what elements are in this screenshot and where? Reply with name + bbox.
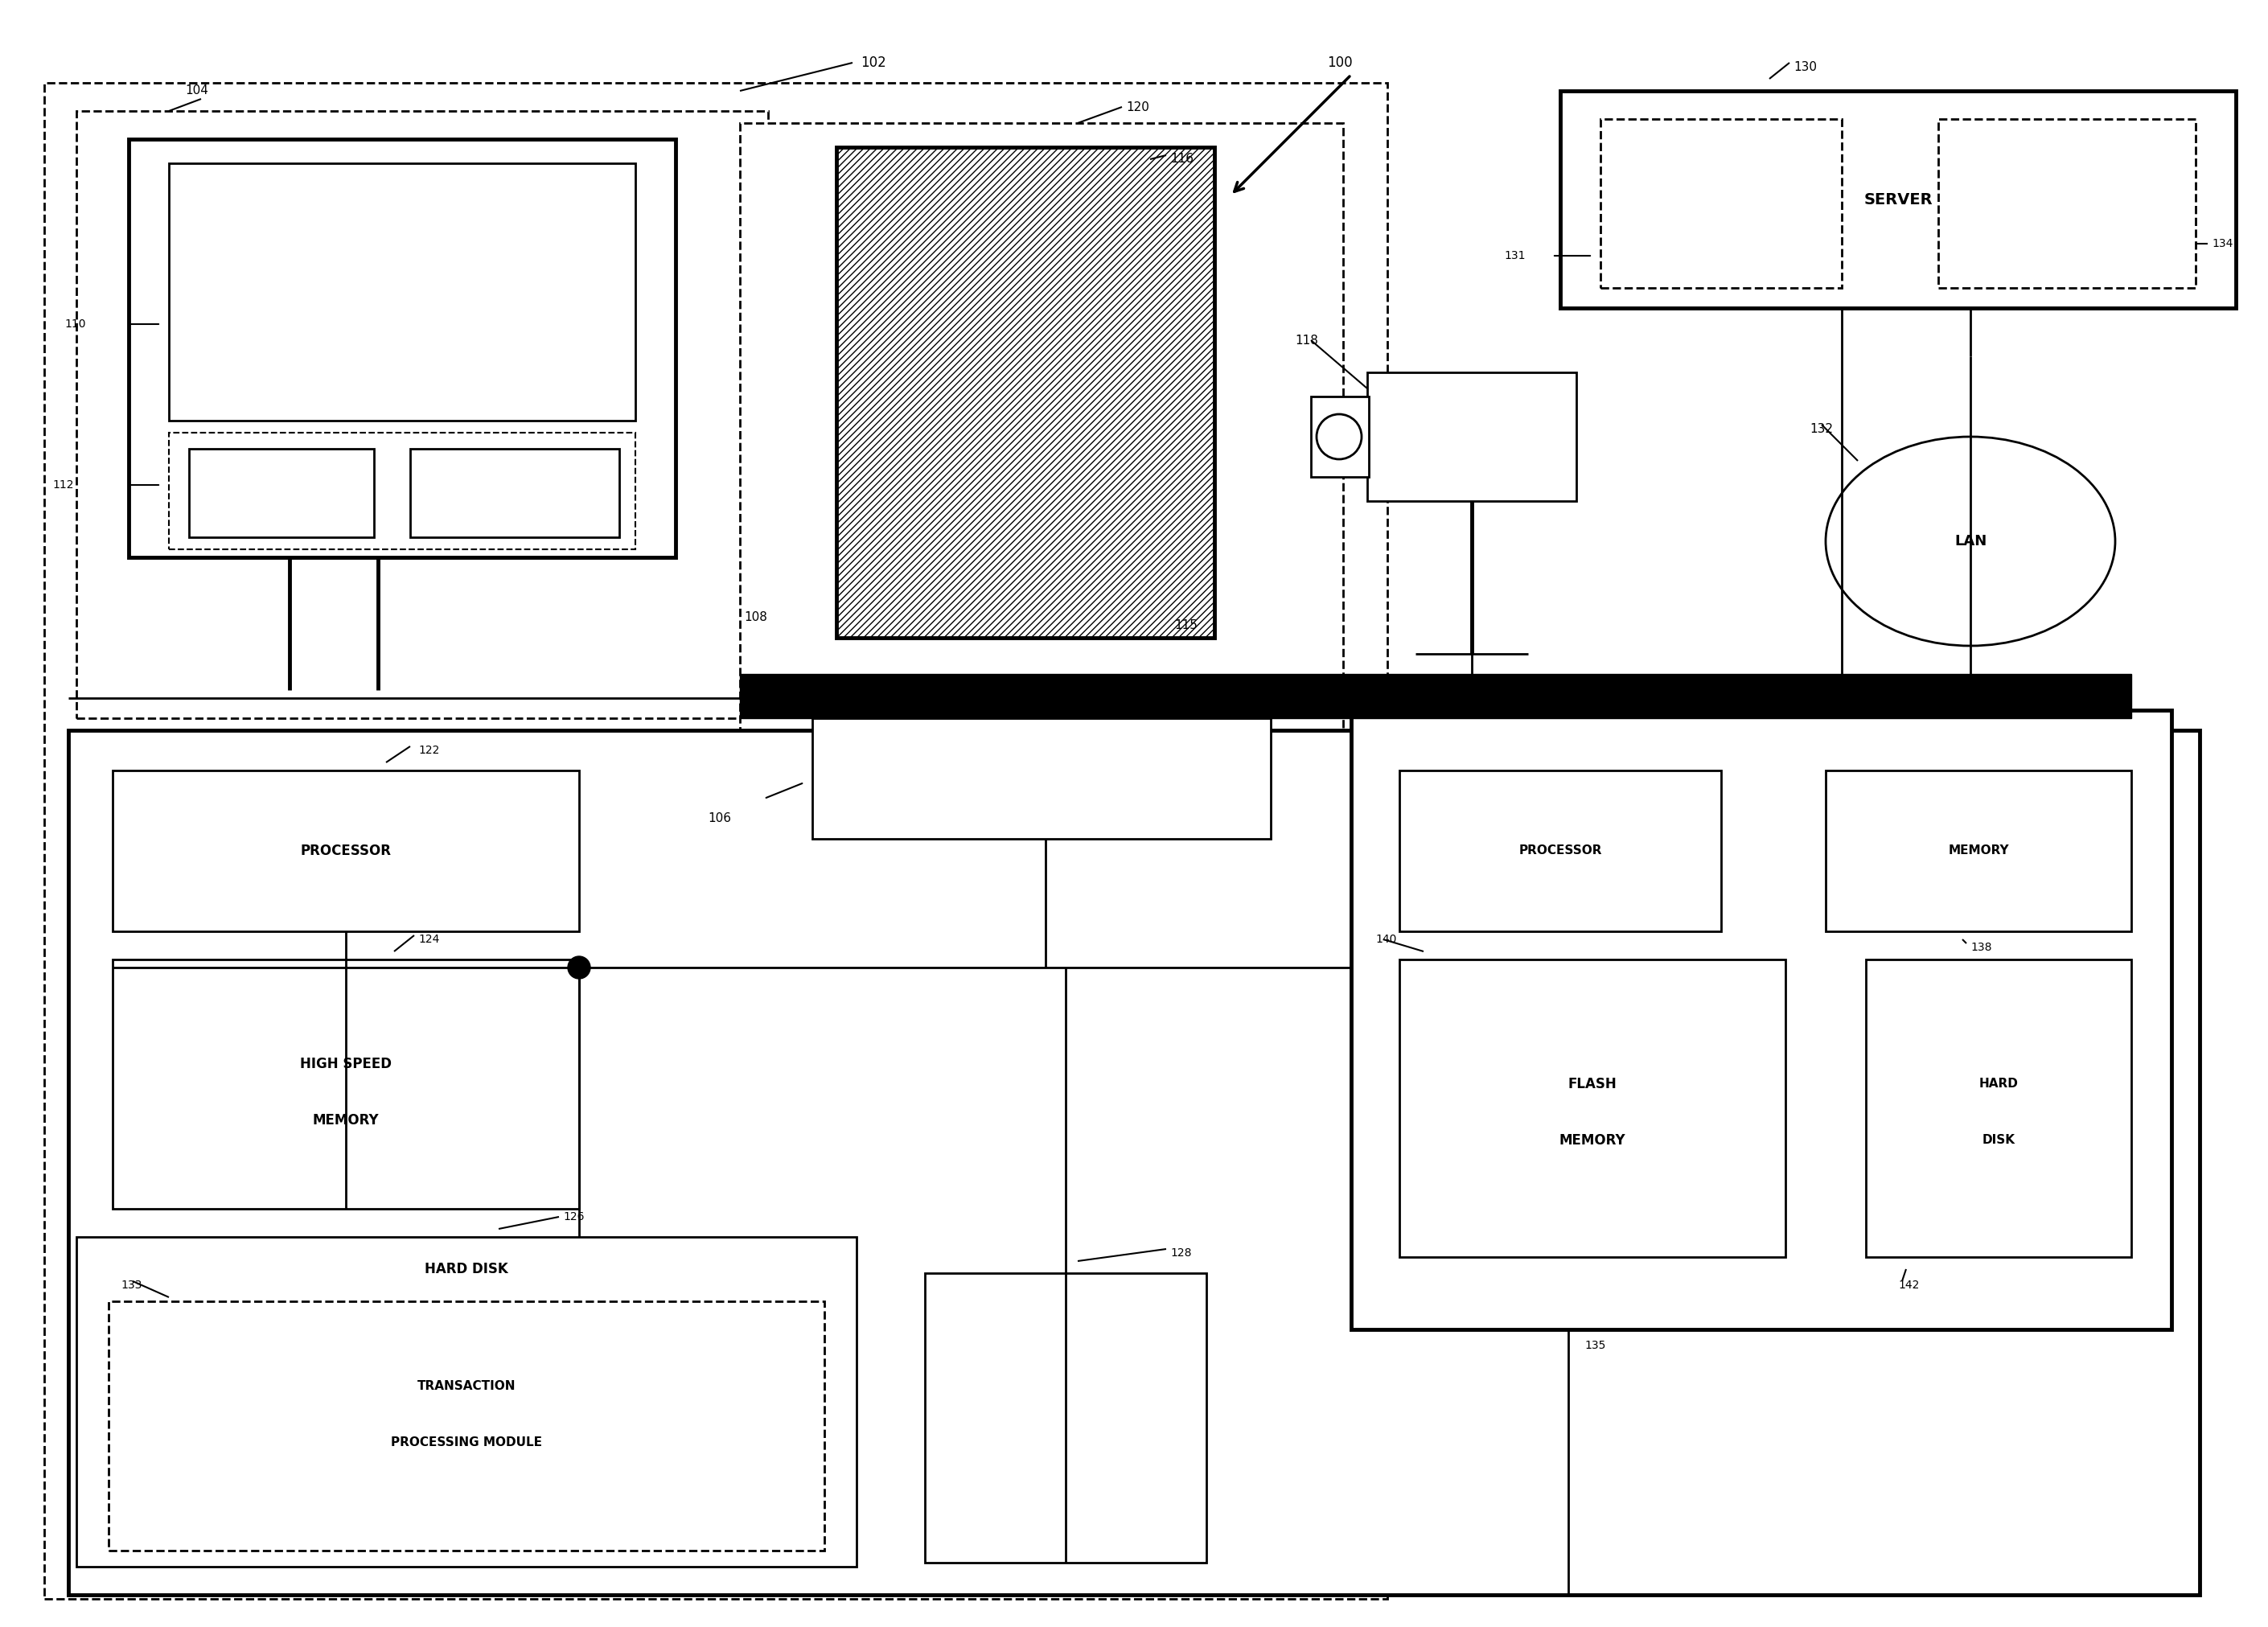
Bar: [1352, 709, 2170, 1329]
Text: 108: 108: [744, 612, 767, 623]
Text: DISK: DISK: [1982, 1134, 2014, 1147]
Text: MEMORY: MEMORY: [1558, 1132, 1626, 1147]
Bar: [129, 140, 676, 558]
Text: 128: 128: [1170, 1248, 1191, 1259]
Text: HARD: HARD: [1980, 1079, 2019, 1090]
Text: 110: 110: [64, 319, 86, 330]
Text: 118: 118: [1295, 334, 1318, 347]
Text: 130: 130: [1794, 60, 1817, 73]
Text: MEMORY: MEMORY: [313, 1113, 379, 1128]
Bar: [1939, 119, 2195, 288]
Bar: [168, 163, 635, 421]
Text: 131: 131: [1504, 251, 1526, 262]
Bar: [77, 1237, 857, 1567]
Bar: [837, 146, 1213, 638]
Text: MEMORY: MEMORY: [1948, 844, 2009, 857]
Text: 106: 106: [708, 814, 730, 825]
Bar: [1399, 960, 1785, 1258]
Text: 142: 142: [1898, 1279, 1919, 1290]
Text: 116: 116: [1170, 153, 1193, 166]
Text: 136: 136: [1331, 675, 1354, 688]
Bar: [411, 449, 619, 537]
Text: 135: 135: [1585, 1341, 1606, 1350]
Bar: [1826, 771, 2132, 931]
Text: 104: 104: [186, 85, 209, 98]
Bar: [1867, 960, 2132, 1258]
Bar: [109, 1302, 823, 1551]
Text: 120: 120: [1125, 101, 1150, 112]
Bar: [925, 1274, 1207, 1562]
Bar: [1560, 91, 2236, 308]
Bar: [168, 433, 635, 550]
Bar: [812, 718, 1270, 840]
Text: 132: 132: [1810, 423, 1833, 434]
Text: 140: 140: [1374, 934, 1397, 945]
Text: TRANSACTION: TRANSACTION: [417, 1380, 515, 1391]
Bar: [739, 674, 2132, 718]
Bar: [113, 771, 578, 931]
Ellipse shape: [1826, 436, 2116, 646]
Text: 115: 115: [1175, 620, 1198, 631]
Bar: [113, 960, 578, 1209]
Text: 134: 134: [2211, 238, 2234, 249]
Text: PROCESSOR: PROCESSOR: [1520, 844, 1601, 857]
Text: 102: 102: [860, 55, 887, 70]
Circle shape: [567, 957, 590, 979]
Text: 100: 100: [1327, 55, 1352, 70]
Text: HIGH SPEED: HIGH SPEED: [299, 1058, 392, 1071]
Text: LAN: LAN: [1955, 534, 1987, 548]
Text: PROCESSING MODULE: PROCESSING MODULE: [390, 1437, 542, 1448]
Text: SERVER: SERVER: [1864, 192, 1932, 207]
Text: 122: 122: [417, 745, 440, 757]
Bar: [77, 111, 769, 718]
Bar: [45, 83, 1388, 1599]
Bar: [188, 449, 374, 537]
Text: PROCESSOR: PROCESSOR: [299, 844, 392, 857]
Bar: [68, 731, 2200, 1594]
Text: 112: 112: [52, 480, 73, 491]
Text: 124: 124: [417, 934, 440, 945]
Bar: [739, 124, 1343, 848]
Text: 138: 138: [1971, 942, 1991, 953]
Bar: [1368, 373, 1576, 501]
Text: HARD DISK: HARD DISK: [424, 1263, 508, 1276]
Text: 133: 133: [120, 1279, 143, 1290]
Text: FLASH: FLASH: [1567, 1077, 1617, 1092]
Bar: [1399, 771, 1721, 931]
Bar: [1311, 397, 1370, 477]
Text: 126: 126: [562, 1210, 585, 1222]
Bar: [1601, 119, 1842, 288]
